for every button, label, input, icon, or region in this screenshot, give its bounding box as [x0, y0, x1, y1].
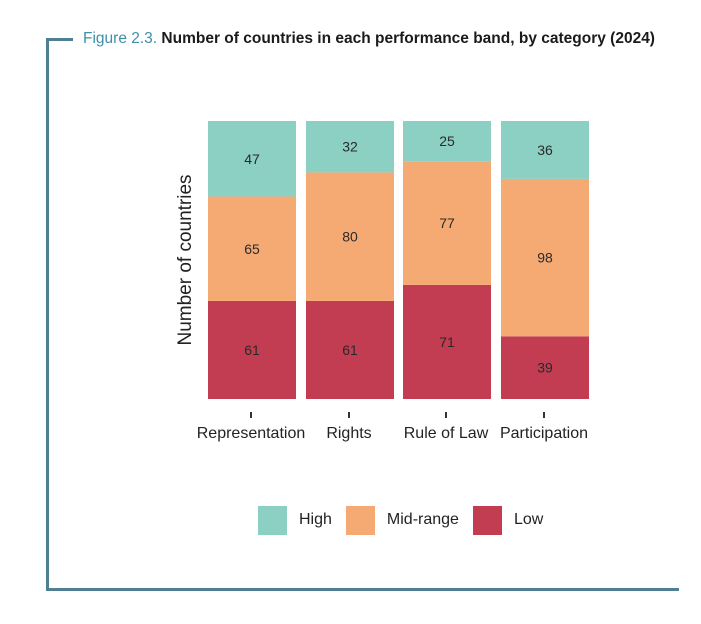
frame-left-border [46, 38, 49, 591]
legend-label-mid-range: Mid-range [386, 511, 459, 528]
data-label-rights-mid-range: 80 [342, 229, 358, 245]
x-tick-label-participation: Participation [500, 425, 588, 442]
x-tick-label-rights: Rights [326, 425, 371, 442]
data-label-representation-mid-range: 65 [244, 241, 260, 257]
bars-group: 61 65 47 61 80 32 71 77 25 39 98 36 [208, 121, 589, 399]
y-axis-label: Number of countries [175, 174, 196, 345]
legend-swatch-low [472, 505, 502, 535]
data-label-rule-of-law-high: 25 [439, 133, 455, 149]
legend-item-mid-range: Mid-range [345, 505, 459, 535]
data-label-participation-low: 39 [537, 360, 553, 376]
bar-rule-of-law-mid-range [403, 161, 491, 285]
bar-participation-low [501, 336, 589, 399]
legend-label-high: High [299, 511, 332, 528]
x-tick-label-representation: Representation [197, 425, 306, 442]
figure-title: Figure 2.3. Number of countries in each … [83, 28, 683, 50]
bar-rule-of-law-high [403, 121, 491, 162]
figure-label: Figure 2.3. [83, 30, 158, 47]
data-label-rule-of-law-mid-range: 77 [439, 215, 455, 231]
legend-item-low: Low [472, 505, 544, 535]
data-label-representation-high: 47 [244, 151, 260, 167]
frame-bottom-border [46, 588, 679, 591]
bar-representation-low [208, 300, 296, 399]
data-label-rule-of-law-low: 71 [439, 334, 455, 350]
legend-label-low: Low [513, 511, 544, 528]
data-label-rights-high: 32 [342, 139, 358, 155]
bar-participation-mid-range [501, 178, 589, 337]
legend-swatch-mid-range [345, 505, 375, 535]
bar-rights-mid-range [306, 172, 394, 301]
frame-top-border [46, 38, 73, 41]
bar-representation-high [208, 121, 296, 197]
x-tick-label-rule-of-law: Rule of Law [404, 425, 489, 442]
legend: High Mid-range Low [258, 505, 557, 535]
x-axis: Representation Rights Rule of Law Participa… [197, 412, 588, 442]
bar-participation-high [501, 121, 589, 179]
bar-rights-low [306, 300, 394, 399]
legend-item-high: High [258, 505, 332, 535]
bar-rights-high [306, 121, 394, 173]
bar-rule-of-law-low [403, 284, 491, 399]
data-label-representation-low: 61 [244, 342, 260, 358]
legend-swatch-high [258, 505, 287, 535]
data-label-participation-mid-range: 98 [537, 250, 553, 266]
data-label-participation-high: 36 [537, 142, 553, 158]
data-label-rights-low: 61 [342, 342, 358, 358]
bar-representation-mid-range [208, 196, 296, 301]
figure-title-text: Number of countries in each performance … [161, 30, 655, 47]
